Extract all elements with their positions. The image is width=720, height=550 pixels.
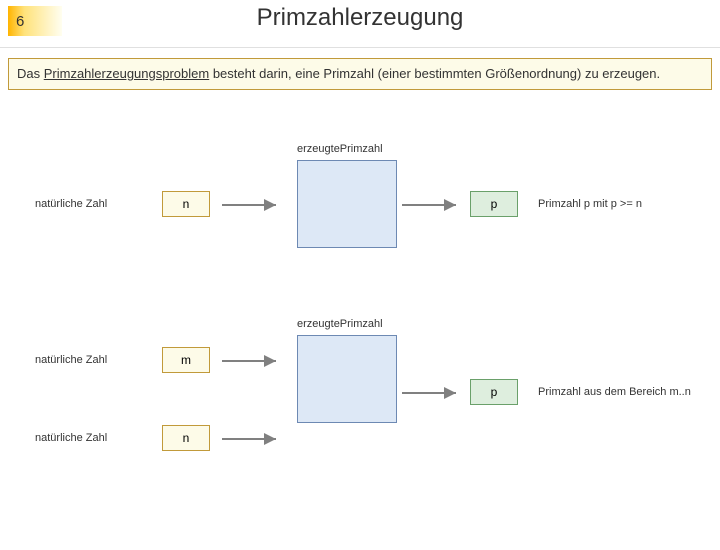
output-label-2: Primzahl aus dem Bereich m..n bbox=[538, 386, 691, 398]
output-label-1: Primzahl p mit p >= n bbox=[538, 198, 642, 210]
input-node-n-2: n bbox=[162, 425, 210, 451]
slide-title: Primzahlerzeugung bbox=[0, 4, 720, 32]
output-node-p-1: p bbox=[470, 191, 518, 217]
arrow-out-1 bbox=[402, 198, 464, 212]
input-label-1: natürliche Zahl bbox=[35, 198, 107, 210]
process-title-2: erzeugtePrimzahl bbox=[297, 318, 383, 330]
process-box-2 bbox=[297, 335, 397, 423]
output-node-p-2: p bbox=[470, 379, 518, 405]
arrow-in-n-2 bbox=[222, 432, 284, 446]
output-value-p-1: p bbox=[491, 197, 498, 211]
slide-header: 6 Primzahlerzeugung bbox=[0, 0, 720, 48]
input-node-n-1: n bbox=[162, 191, 210, 217]
process-title-1: erzeugtePrimzahl bbox=[297, 143, 383, 155]
arrow-in-1 bbox=[222, 198, 284, 212]
arrow-out-2 bbox=[402, 386, 464, 400]
input-value-n-2: n bbox=[183, 431, 190, 445]
diagram-area: erzeugtePrimzahl natürliche Zahl n p Pri… bbox=[0, 120, 720, 550]
input1-label-2: natürliche Zahl bbox=[35, 354, 107, 366]
process-box-1 bbox=[297, 160, 397, 248]
input-value-n-1: n bbox=[183, 197, 190, 211]
output-value-p-2: p bbox=[491, 385, 498, 399]
intro-prefix: Das bbox=[17, 66, 44, 81]
intro-text-box: Das Primzahlerzeugungsproblem besteht da… bbox=[8, 58, 712, 90]
arrow-in-m-2 bbox=[222, 354, 284, 368]
intro-underlined-term: Primzahlerzeugungsproblem bbox=[44, 66, 209, 81]
intro-rest: besteht darin, eine Primzahl (einer best… bbox=[209, 66, 660, 81]
input-value-m-2: m bbox=[181, 353, 191, 367]
input2-label-2: natürliche Zahl bbox=[35, 432, 107, 444]
input-node-m-2: m bbox=[162, 347, 210, 373]
